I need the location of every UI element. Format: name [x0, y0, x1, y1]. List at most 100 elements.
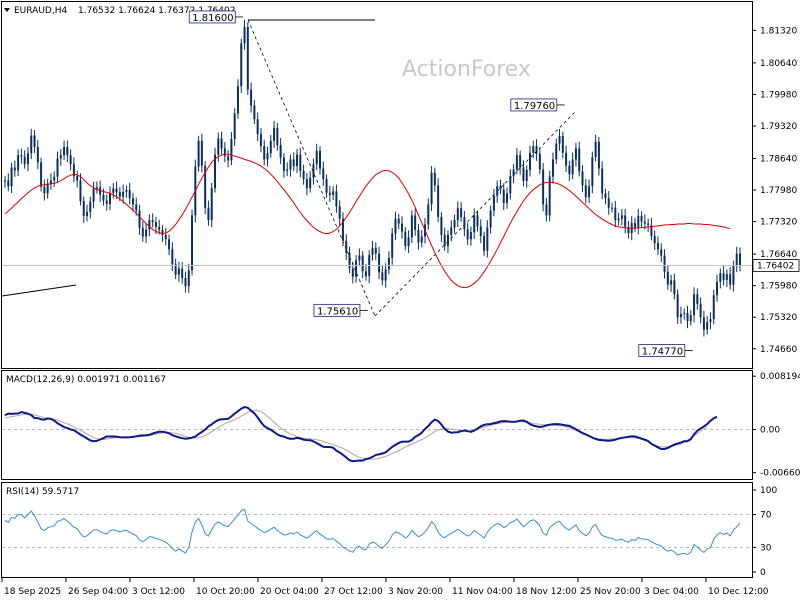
moving-average [4, 153, 731, 289]
price-bar-body [476, 215, 479, 227]
price-bar-body [177, 268, 180, 275]
price-bar-body [673, 280, 676, 295]
price-bar-body [135, 204, 138, 211]
price-bar-body [568, 165, 571, 175]
price-bar-body [230, 138, 233, 161]
rsi-indicator: 100 70 30 0 [2, 486, 777, 578]
price-bar-body [473, 215, 476, 233]
rsi-tick-label: 100 [760, 486, 777, 496]
price-bar-body [171, 249, 174, 265]
price-bar-body [663, 255, 666, 272]
price-bar-body [23, 156, 26, 165]
price-bar-body [696, 294, 699, 304]
time-axis: 18 Sep 2025 26 Sep 04:00 3 Oct 12:00 10 Oct… [1, 578, 769, 597]
price-bar-body [282, 157, 285, 171]
price-bar-body [56, 158, 59, 177]
price-tick-label: 1.75980 [760, 282, 797, 292]
time-tick-label: 10 Oct 20:00 [196, 587, 255, 597]
price-bar-body [492, 195, 495, 211]
price-bar-body [551, 159, 554, 177]
price-bar-body [95, 187, 98, 189]
price-bar-body [591, 157, 594, 187]
price-tick-label: 1.80640 [760, 59, 797, 69]
time-tick-label: 10 Dec 12:00 [708, 587, 769, 597]
price-bar-body [40, 162, 43, 187]
price-tick-label: 1.79320 [760, 122, 797, 132]
macd-tick-label: -0.006604 [760, 469, 800, 479]
price-bar-body [43, 186, 46, 194]
price-bar-body [351, 268, 354, 277]
price-bar-body [670, 280, 673, 285]
price-bar-body [450, 227, 453, 235]
price-bar-body [725, 274, 728, 280]
price-tick-label: 1.79980 [760, 90, 797, 100]
price-bar-body [735, 253, 738, 267]
time-tick-label: 3 Dec 04:00 [644, 587, 699, 597]
price-bar-body [571, 159, 574, 175]
price-bar-body [647, 223, 650, 225]
price-bar-body [656, 243, 659, 250]
price-bar-body [437, 185, 440, 217]
price-bar-body [82, 201, 85, 216]
price-bar-body [200, 140, 203, 166]
last-price-tag [752, 259, 800, 272]
price-bar-body [555, 143, 558, 160]
price-bar-body [118, 191, 121, 197]
high-low-dashed-line-2[interactable] [374, 111, 576, 317]
price-bar-body [443, 234, 446, 246]
price-bar-body [348, 252, 351, 269]
price-bar-body [69, 155, 72, 165]
price-bar-body [128, 190, 131, 199]
price-bar-body [227, 156, 230, 161]
price-bar-body [634, 223, 636, 228]
price-bar-body [289, 159, 292, 170]
price-bar-body [66, 147, 69, 156]
price-bar-body [729, 274, 732, 285]
ohlc-values: 1.76532 1.76624 1.76372 1.76402 [78, 6, 235, 16]
price-bar-body [522, 167, 525, 181]
price-bar-body [679, 313, 682, 318]
price-bar-body [417, 229, 420, 243]
price-bar-body [732, 266, 735, 285]
price-bar-body [689, 315, 692, 322]
price-bar-body [686, 312, 689, 322]
rsi-line [4, 508, 741, 556]
price-bar-body [253, 105, 256, 120]
price-bar-body [102, 194, 105, 201]
price-bar-body [220, 138, 223, 149]
price-bar-body [617, 218, 620, 221]
price-bar-body [204, 165, 207, 208]
price-bar-body [601, 168, 604, 194]
last-price-marker: 1.76402 [2, 259, 800, 272]
price-bar-body [456, 208, 459, 221]
price-bar-body [607, 198, 610, 208]
price-bar-body [154, 222, 157, 227]
price-bar-body [489, 210, 492, 228]
price-bar-body [269, 140, 272, 154]
price-bar-body [115, 188, 118, 192]
price-bar-body [620, 215, 623, 219]
price-bar-body [637, 215, 640, 228]
price-bar-body [187, 270, 190, 287]
price-bar-body [676, 294, 679, 318]
price-tick-label: 1.81320 [760, 26, 797, 36]
price-bar-body [722, 273, 725, 280]
price-bar-body [361, 255, 364, 272]
price-bar-body [168, 239, 171, 250]
price-tick-label: 1.76640 [760, 250, 797, 260]
price-bar-body [404, 231, 407, 246]
macd-title: MACD(12,26,9) 0.001971 0.001167 [6, 375, 166, 385]
price-bar-body [604, 193, 607, 199]
price-annotation-label: 1.74770 [642, 347, 683, 358]
symbol-dropdown-icon[interactable] [4, 8, 10, 12]
price-bar-body [4, 180, 6, 182]
trendline-left[interactable] [1, 284, 77, 297]
price-bar-body [355, 260, 358, 277]
price-bar-body [716, 281, 719, 296]
time-tick-label: 3 Oct 12:00 [132, 587, 185, 597]
price-bar-body [525, 169, 528, 181]
price-bar-body [584, 185, 587, 198]
price-bar-body [463, 217, 466, 230]
price-bar-body [259, 134, 262, 147]
